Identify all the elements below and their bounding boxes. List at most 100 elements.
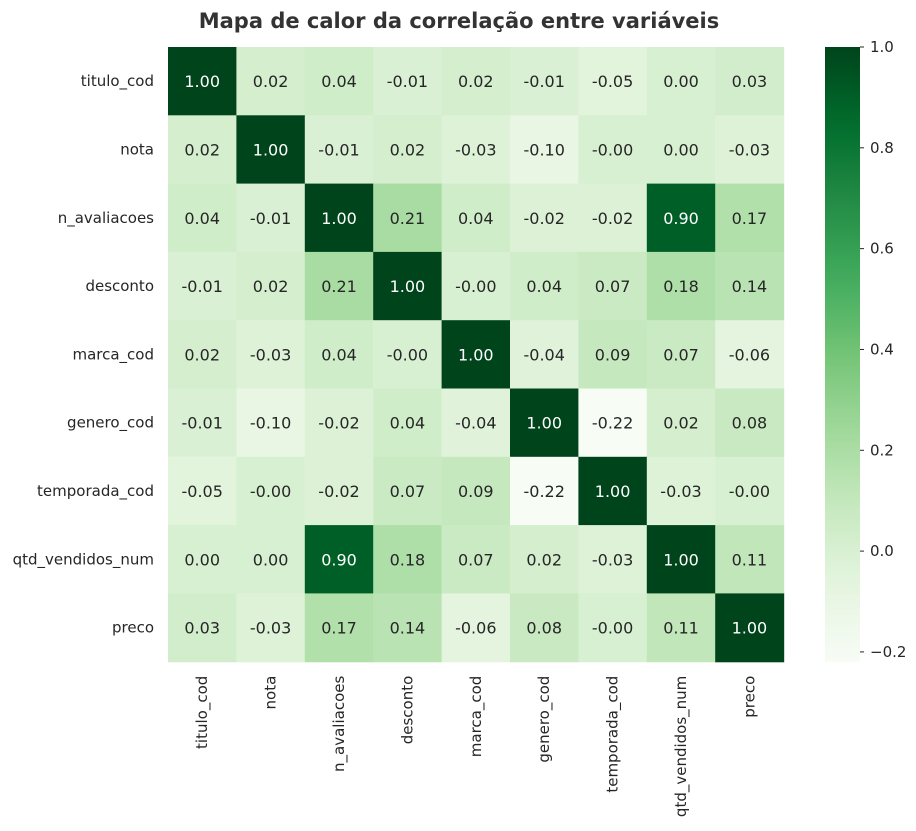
heatmap-cell [578, 388, 648, 458]
heatmap-cell [441, 388, 511, 458]
cell-value-label: 0.18 [663, 277, 699, 296]
heatmap-cell [304, 115, 374, 185]
cell-value-label: 0.04 [458, 209, 494, 228]
cell-value-label: -0.03 [455, 140, 496, 159]
cell-value-label: -0.02 [318, 414, 359, 433]
cell-value-label: 0.90 [321, 550, 357, 569]
cell-value-label: 1.00 [732, 619, 768, 638]
heatmap-cell [304, 456, 374, 526]
cell-value-label: 0.21 [390, 209, 426, 228]
heatmap-cell [510, 388, 579, 458]
heatmap-cell [168, 115, 237, 185]
cell-value-label: 1.00 [458, 345, 494, 364]
cell-value-label: -0.06 [455, 619, 496, 638]
heatmap-cell [578, 115, 648, 185]
y-tick-label: desconto [85, 277, 154, 295]
cell-value-label: 0.00 [663, 140, 699, 159]
heatmap-cell [304, 320, 374, 390]
heatmap-cell [373, 456, 443, 526]
colorbar-tick-label: 0.8 [870, 139, 894, 157]
cell-value-label: 0.18 [390, 550, 426, 569]
cell-value-label: 1.00 [526, 414, 562, 433]
cell-value-label: 1.00 [184, 72, 220, 91]
heatmap-cell [578, 456, 648, 526]
cell-value-label: 0.09 [458, 482, 494, 501]
cell-value-label: -0.01 [523, 72, 564, 91]
heatmap-cell [441, 320, 511, 390]
cell-value-label: -0.00 [387, 345, 428, 364]
cell-value-label: 0.03 [732, 72, 768, 91]
cell-value-label: 1.00 [595, 482, 631, 501]
colorbar-tick-label: 0.2 [870, 441, 894, 459]
colorbar-tick-label: 0.6 [870, 240, 894, 258]
heatmap-cell [304, 183, 374, 253]
cell-value-label: -0.03 [660, 482, 701, 501]
cell-value-label: 0.17 [732, 209, 768, 228]
cell-value-label: 0.02 [526, 550, 562, 569]
heatmap-cell [715, 525, 785, 594]
x-tick-label: qtd_vendidos_num [672, 676, 691, 817]
cell-value-label: -0.10 [523, 140, 564, 159]
cell-value-label: 0.02 [184, 140, 220, 159]
cell-value-label: 0.11 [663, 619, 699, 638]
cell-value-label: -0.01 [387, 72, 428, 91]
x-tick-label: preco [740, 676, 758, 718]
heatmap-cell [373, 251, 443, 321]
heatmap-cell [373, 320, 443, 390]
heatmap-cell [373, 593, 443, 663]
chart-title: Mapa de calor da correlação entre variáv… [199, 9, 720, 33]
cell-value-label: 0.04 [390, 414, 426, 433]
heatmap-cell [578, 183, 648, 253]
cell-value-label: -0.03 [250, 345, 291, 364]
colorbar-gradient [825, 47, 860, 662]
x-tick-label: marca_cod [467, 676, 486, 758]
heatmap-cell [236, 251, 306, 321]
heatmap-cell [168, 47, 237, 116]
cell-value-label: 0.02 [253, 277, 289, 296]
heatmap-cell [236, 115, 306, 185]
heatmap-cells: 1.00 0.02 0.04 -0.01 0.02 -0.01 -0.05 0.00 0.03 0… [168, 47, 785, 663]
heatmap-cell [715, 115, 785, 185]
heatmap-cell [578, 593, 648, 663]
heatmap-cell [510, 183, 579, 253]
cell-value-label: 0.02 [184, 345, 220, 364]
heatmap-cell [578, 320, 648, 390]
cell-value-label: -0.06 [729, 345, 770, 364]
cell-value-label: 0.14 [390, 619, 426, 638]
cell-value-label: 0.17 [321, 619, 357, 638]
colorbar: −0.2 0.0 0.2 0.4 0.6 0.8 1.0 [825, 38, 906, 662]
heatmap-cell [578, 47, 648, 116]
cell-value-label: -0.04 [523, 345, 564, 364]
cell-value-label: 0.04 [321, 345, 357, 364]
heatmap-cell [168, 388, 237, 458]
cell-value-label: 0.02 [390, 140, 426, 159]
heatmap-cell [510, 320, 579, 390]
colorbar-tick-label: 0.0 [870, 542, 894, 560]
cell-value-label: 0.21 [321, 277, 357, 296]
cell-value-label: 1.00 [321, 209, 357, 228]
cell-value-label: 0.03 [184, 619, 220, 638]
heatmap-cell [304, 525, 374, 594]
colorbar-tick-label: −0.2 [870, 643, 906, 661]
cell-value-label: -0.02 [318, 482, 359, 501]
heatmap-cell [168, 251, 237, 321]
cell-value-label: -0.01 [181, 414, 222, 433]
heatmap-cell [646, 593, 716, 663]
cell-value-label: 0.14 [732, 277, 768, 296]
cell-value-label: 0.04 [526, 277, 562, 296]
heatmap-cell [236, 320, 306, 390]
x-tick-label: desconto [398, 676, 416, 745]
heatmap-cell [715, 456, 785, 526]
cell-value-label: -0.04 [455, 414, 496, 433]
cell-value-label: 0.02 [663, 414, 699, 433]
heatmap-cell [236, 593, 306, 663]
heatmap-cell [646, 115, 716, 185]
heatmap-cell [715, 388, 785, 458]
heatmap-cell [715, 183, 785, 253]
heatmap-cell [441, 456, 511, 526]
heatmap-cell [441, 593, 511, 663]
heatmap-cell [646, 183, 716, 253]
heatmap-cell [646, 388, 716, 458]
colorbar-tick-label: 1.0 [870, 38, 894, 56]
